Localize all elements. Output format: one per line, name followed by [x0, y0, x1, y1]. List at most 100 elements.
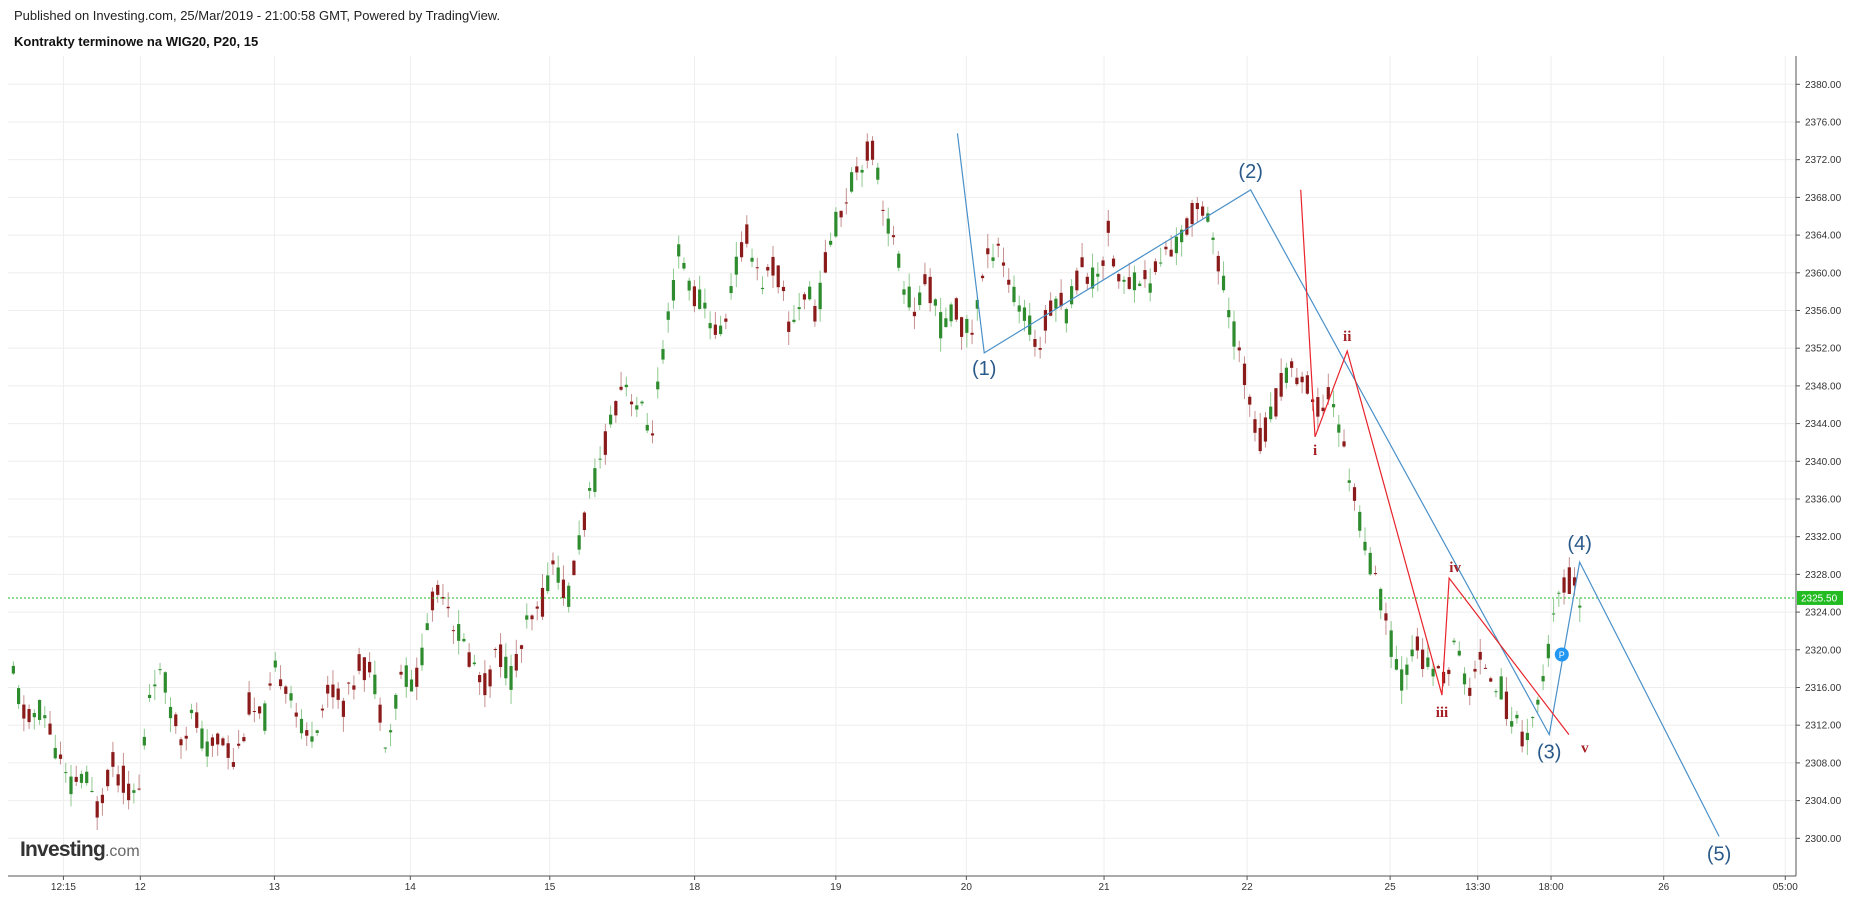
candle-body: [1525, 732, 1529, 741]
candle-body: [677, 244, 681, 257]
candle-body: [855, 166, 859, 173]
candle-body: [27, 709, 31, 723]
candle-body: [1001, 262, 1006, 266]
candle-body: [1316, 397, 1320, 417]
candle-body: [1337, 424, 1341, 433]
candle-body: [980, 275, 985, 279]
candle-body: [1127, 277, 1131, 289]
minor-wave-label: v: [1581, 741, 1589, 757]
candle-body: [11, 665, 15, 674]
candle-body: [540, 587, 545, 617]
candle-body: [1200, 206, 1205, 216]
candle-body: [289, 693, 293, 701]
minor-wave-line: [1300, 189, 1570, 735]
candle-body: [640, 401, 644, 404]
candle-body: [1410, 649, 1414, 657]
chart-header: Published on Investing.com, 25/Mar/2019 …: [14, 8, 500, 50]
candle-body: [876, 167, 880, 180]
candle-body: [237, 743, 241, 746]
candle-body: [509, 665, 513, 690]
major-wave-label: (1): [972, 358, 996, 380]
candle-body: [216, 733, 220, 745]
candle-body: [1185, 218, 1189, 235]
candle-body: [315, 730, 319, 733]
y-tick-label: 2380.00: [1805, 80, 1842, 91]
candle-body: [1510, 721, 1514, 727]
candle-body: [724, 318, 728, 322]
candle-body: [195, 712, 199, 728]
candle-body: [305, 730, 309, 736]
candle-body: [90, 790, 94, 793]
candle-body: [174, 714, 178, 727]
candle-body: [1164, 246, 1168, 250]
candle-body: [1007, 279, 1011, 285]
candle-body: [347, 682, 351, 684]
candle-body: [556, 567, 560, 583]
candle-body: [1232, 321, 1236, 347]
y-tick-label: 2304.00: [1805, 796, 1842, 807]
candle-body: [441, 597, 445, 599]
x-tick-label: 20: [961, 882, 973, 893]
candle-body: [1054, 298, 1058, 309]
candle-body: [1551, 613, 1556, 615]
candle-body: [488, 669, 492, 687]
candle-body: [100, 794, 105, 804]
candle-body: [1290, 361, 1294, 368]
candle-body: [902, 289, 906, 295]
candle-body: [959, 317, 964, 337]
candle-body: [582, 512, 586, 531]
x-tick-label: 12: [135, 882, 147, 893]
minor-wave-label: ii: [1343, 329, 1351, 345]
candle-body: [1457, 650, 1461, 656]
candle-body: [320, 708, 325, 711]
candle-body: [1468, 687, 1472, 696]
y-tick-label: 2328.00: [1805, 570, 1842, 581]
candle-body: [467, 652, 471, 667]
candle-body: [22, 704, 26, 719]
candle-body: [918, 292, 922, 306]
candle-body: [1174, 236, 1178, 254]
candle-body: [1022, 307, 1027, 321]
candle-body: [907, 286, 911, 308]
candle-body: [74, 776, 78, 782]
x-tick-label: 18:00: [1539, 882, 1564, 893]
candle-body: [797, 307, 801, 310]
pivot-marker: [1554, 647, 1569, 662]
candle-body: [1531, 717, 1535, 719]
candle-body: [1038, 347, 1042, 350]
candle-body: [1111, 258, 1116, 267]
candle-body: [53, 747, 57, 759]
candle-body: [1059, 292, 1063, 307]
candle-body: [750, 257, 754, 262]
candle-body: [1043, 310, 1048, 331]
candle-body: [1064, 309, 1068, 324]
candle-body: [912, 311, 917, 317]
candle-body: [975, 300, 979, 309]
candle-body: [69, 776, 73, 795]
candle-body: [247, 692, 251, 715]
candle-body: [184, 735, 188, 739]
candle-body: [577, 535, 581, 550]
candle-body: [504, 656, 508, 679]
candle-body: [85, 771, 89, 784]
candle-body: [1033, 339, 1037, 347]
x-tick-label: 22: [1242, 882, 1254, 893]
candle-body: [1326, 387, 1330, 400]
candle-body: [394, 694, 398, 709]
x-tick-label: 21: [1098, 882, 1110, 893]
y-tick-label: 2340.00: [1805, 457, 1842, 468]
y-tick-label: 2324.00: [1805, 608, 1842, 619]
candle-body: [1368, 552, 1372, 575]
y-tick-label: 2352.00: [1805, 344, 1842, 355]
candle-body: [436, 584, 440, 595]
candle-body: [928, 276, 932, 304]
y-tick-label: 2300.00: [1805, 834, 1842, 845]
current-price-box: [1797, 590, 1843, 605]
candle-body: [692, 286, 697, 307]
candle-body: [829, 240, 833, 245]
candle-body: [1478, 651, 1482, 660]
candle-body: [593, 468, 597, 492]
candle-body: [1195, 203, 1199, 210]
candle-body: [1227, 310, 1231, 318]
